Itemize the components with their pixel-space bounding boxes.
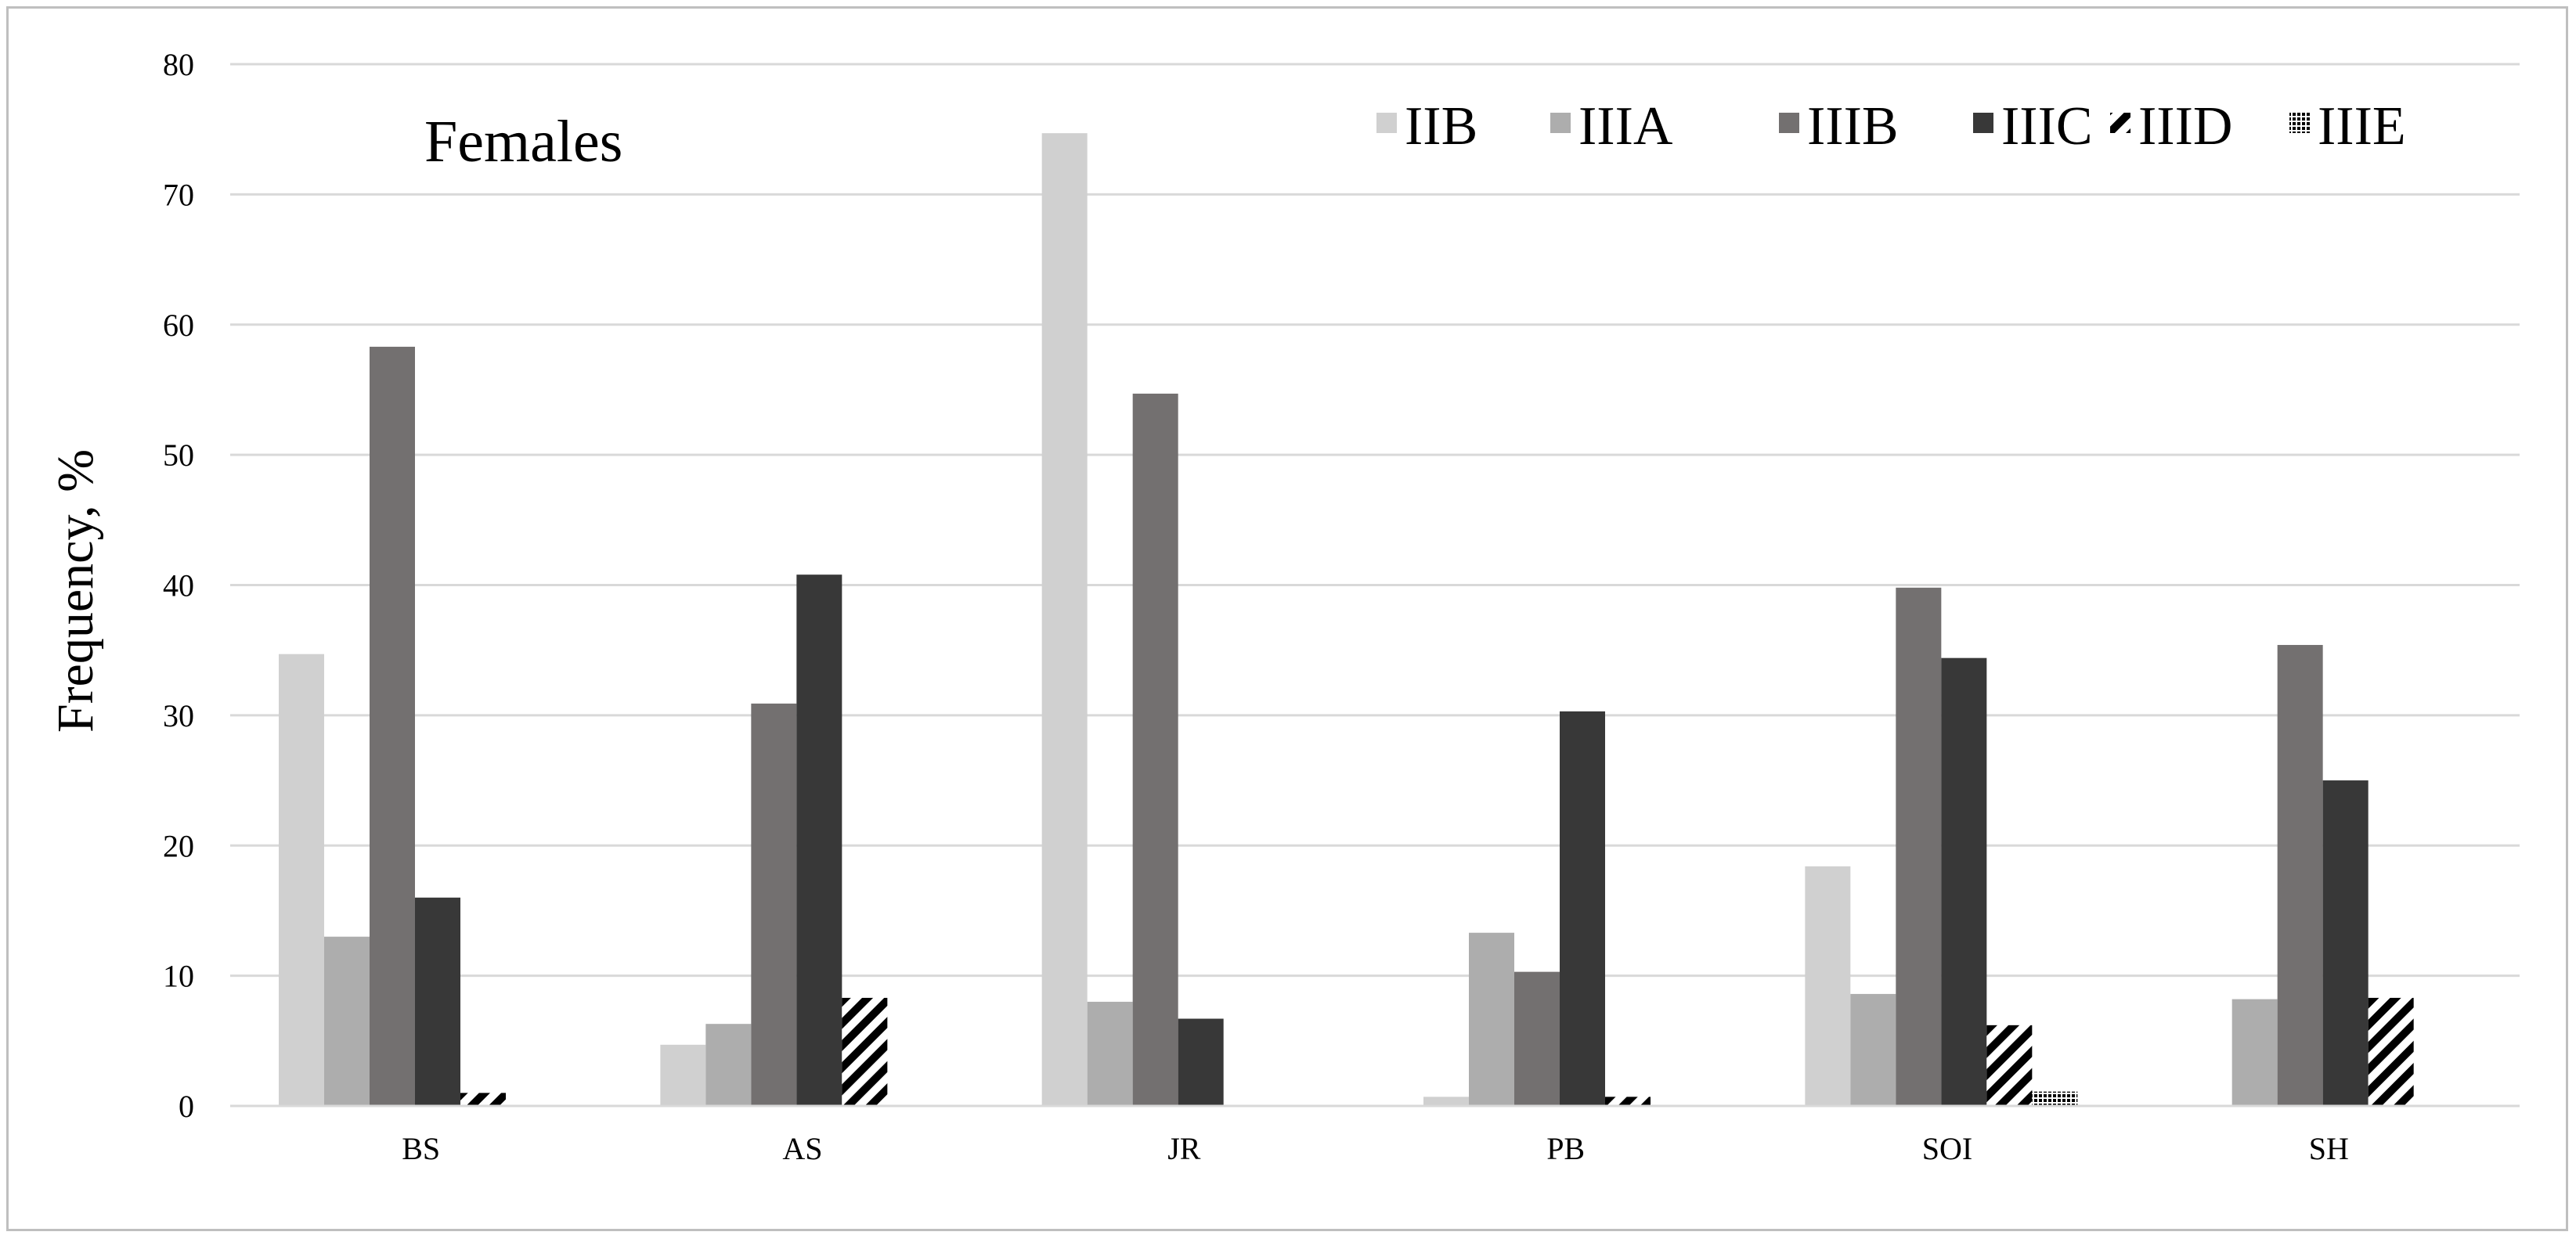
legend-label-IIIB: IIIB [1807,96,1899,157]
bar-IIIA-JR [1087,1001,1133,1106]
legend-swatch-IIIA [1550,113,1571,133]
bars [279,133,2414,1107]
bar-IIIB-SOI [1896,587,1942,1106]
x-tick-label: BS [402,1131,440,1166]
x-tick-label: SOI [1922,1131,1972,1166]
bar-IIIC-JR [1178,1018,1224,1106]
x-tick-label: JR [1167,1131,1201,1166]
x-tick-label: AS [782,1131,822,1166]
bar-IIB-PB [1423,1097,1469,1106]
y-tick-label: 40 [163,568,194,603]
y-tick-label: 0 [179,1089,194,1124]
bar-IIIC-SOI [1941,657,1987,1106]
y-tick-label: 70 [163,177,194,212]
y-tick-label: 10 [163,959,194,994]
legend-label-IIIE: IIIE [2318,96,2406,157]
bar-IIB-SOI [1805,866,1851,1106]
bar-IIIC-PB [1560,711,1605,1106]
legend-swatch-IIID [2110,113,2130,133]
bar-IIB-BS [279,654,324,1106]
bar-IIIB-JR [1132,393,1178,1107]
bar-IIIC-SH [2322,780,2369,1106]
axes: 0 10 20 30 40 50 60 70 80 BS AS JR PB SOI SH [163,47,2520,1166]
y-axis-label: Frequency, % [47,449,104,733]
bar-IIIA-PB [1469,932,1514,1106]
bar-IIIA-SOI [1850,993,1896,1106]
bar-IIID-SOI [1986,1025,2033,1106]
bar-IIIC-BS [415,897,460,1106]
bar-IIIA-BS [324,936,370,1106]
y-tick-label: 80 [163,47,194,82]
bar-IIIB-PB [1514,971,1560,1106]
bar-IIIA-AS [705,1024,752,1106]
legend-swatch-IIB [1376,113,1397,133]
x-tick-label: PB [1546,1131,1585,1166]
y-tick-label: 50 [163,438,194,473]
legend-label-IIID: IIID [2138,96,2232,157]
legend: IIB IIIA IIIB IIIC IIID IIIE [1376,96,2406,157]
legend-label-IIIC: IIIC [2001,96,2093,157]
bar-IIIB-BS [370,347,415,1106]
bar-IIIB-AS [751,703,797,1106]
legend-swatch-IIIB [1779,113,1799,133]
legend-label-IIB: IIB [1405,96,1477,157]
bar-IIID-SH [2368,997,2414,1106]
legend-label-IIIA: IIIA [1578,96,1673,157]
bar-IIIE-SOI [2032,1091,2078,1106]
bar-IIB-JR [1041,133,1088,1107]
gridlines [230,63,2520,978]
legend-swatch-IIIE [2289,113,2310,133]
bar-IIIB-SH [2277,645,2323,1106]
bar-IIID-PB [1605,1097,1651,1106]
bar-IIIA-SH [2231,999,2278,1106]
x-tick-label: SH [2309,1131,2349,1166]
chart-title: Females [424,109,622,175]
bar-IIB-AS [660,1044,706,1106]
y-tick-label: 20 [163,828,194,863]
y-tick-label: 60 [163,308,194,343]
bar-IIID-BS [460,1093,506,1106]
bar-IIIC-AS [796,574,842,1106]
legend-swatch-IIIC [1973,113,1993,133]
y-tick-label: 30 [163,698,194,733]
bar-IIID-AS [842,997,888,1106]
